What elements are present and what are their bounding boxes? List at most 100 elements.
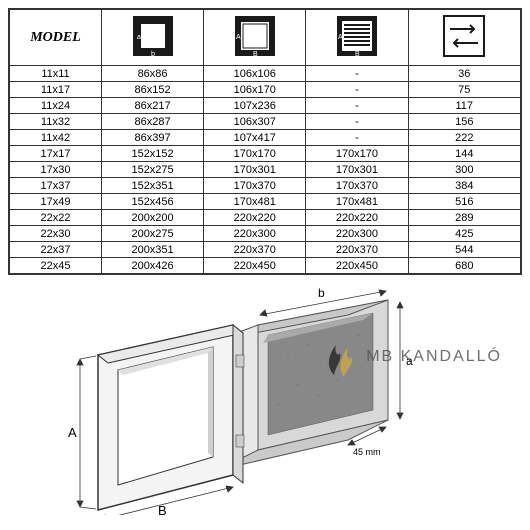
flame-icon <box>322 335 358 379</box>
header-row: MODEL a b A <box>10 10 521 66</box>
table-row: 11x2486x217107x236-117 <box>10 98 521 114</box>
table-cell: 200x426 <box>101 258 203 274</box>
watermark-text: MB KANDALLÓ <box>366 348 502 366</box>
table-cell: 425 <box>408 226 520 242</box>
table-cell: 22x37 <box>10 242 102 258</box>
table-cell: 384 <box>408 178 520 194</box>
table-cell: - <box>306 114 408 130</box>
outer-square-icon: A B <box>233 14 277 58</box>
label-B2: B <box>355 51 360 58</box>
table-cell: - <box>306 130 408 146</box>
table-cell: 220x220 <box>306 210 408 226</box>
table-cell: 17x17 <box>10 146 102 162</box>
table-cell: - <box>306 66 408 82</box>
table-cell: 117 <box>408 98 520 114</box>
table-row: 11x3286x287106x307-156 <box>10 114 521 130</box>
table-cell: 86x152 <box>101 82 203 98</box>
table-cell: 75 <box>408 82 520 98</box>
table-cell: 152x152 <box>101 146 203 162</box>
table-cell: 220x450 <box>204 258 306 274</box>
table-row: 22x30200x275220x300220x300425 <box>10 226 521 242</box>
table-row: 17x30152x275170x301170x301300 <box>10 162 521 178</box>
dim-label-b: b <box>318 286 325 300</box>
table-cell: 170x481 <box>204 194 306 210</box>
grille-frame <box>98 325 244 510</box>
label-A2: A <box>338 34 343 41</box>
table-cell: 11x42 <box>10 130 102 146</box>
table-cell: 220x300 <box>204 226 306 242</box>
table-cell: 107x417 <box>204 130 306 146</box>
spec-table: MODEL a b A <box>9 9 521 274</box>
table-cell: 220x370 <box>306 242 408 258</box>
table-cell: 170x170 <box>306 146 408 162</box>
table-cell: 17x37 <box>10 178 102 194</box>
outer-dim-icon-header: A B <box>204 10 306 66</box>
depth-label: 45 mm <box>353 447 381 457</box>
table-cell: 200x351 <box>101 242 203 258</box>
table-cell: 11x32 <box>10 114 102 130</box>
table-cell: 170x481 <box>306 194 408 210</box>
table-cell: 200x275 <box>101 226 203 242</box>
table-cell: 220x450 <box>306 258 408 274</box>
table-cell: 200x200 <box>101 210 203 226</box>
table-cell: 17x30 <box>10 162 102 178</box>
diagram-area: A B b a 45 mm <box>8 285 522 525</box>
dim-A <box>77 356 96 509</box>
table-cell: 680 <box>408 258 520 274</box>
table-cell: - <box>306 98 408 114</box>
table-cell: 152x351 <box>101 178 203 194</box>
table-cell: 22x22 <box>10 210 102 226</box>
table-cell: 220x300 <box>306 226 408 242</box>
table-row: 22x22200x200220x220220x220289 <box>10 210 521 226</box>
table-cell: 86x287 <box>101 114 203 130</box>
table-cell: 106x106 <box>204 66 306 82</box>
inner-square-icon: a b <box>131 14 175 58</box>
table-cell: 86x217 <box>101 98 203 114</box>
table-cell: 220x220 <box>204 210 306 226</box>
table-cell: 36 <box>408 66 520 82</box>
table-row: 22x45200x426220x450220x450680 <box>10 258 521 274</box>
spec-table-container: MODEL a b A <box>8 8 522 275</box>
label-B: B <box>253 51 258 58</box>
table-cell: 170x301 <box>306 162 408 178</box>
table-cell: 106x170 <box>204 82 306 98</box>
table-cell: 152x456 <box>101 194 203 210</box>
table-cell: 11x17 <box>10 82 102 98</box>
table-cell: 170x370 <box>204 178 306 194</box>
table-cell: 86x86 <box>101 66 203 82</box>
table-row: 22x37200x351220x370220x370544 <box>10 242 521 258</box>
table-cell: 17x49 <box>10 194 102 210</box>
table-cell: 107x236 <box>204 98 306 114</box>
arrows-icon-header <box>408 10 520 66</box>
label-a: a <box>137 34 141 41</box>
table-cell: 170x370 <box>306 178 408 194</box>
table-cell: 86x397 <box>101 130 203 146</box>
table-cell: 106x307 <box>204 114 306 130</box>
table-cell: 516 <box>408 194 520 210</box>
dim-label-A: A <box>68 425 77 440</box>
louver-icon-header: A B <box>306 10 408 66</box>
table-cell: 22x45 <box>10 258 102 274</box>
table-cell: 22x30 <box>10 226 102 242</box>
table-cell: 300 <box>408 162 520 178</box>
table-cell: 156 <box>408 114 520 130</box>
model-header: MODEL <box>10 10 102 66</box>
watermark: MB KANDALLÓ <box>322 335 502 379</box>
dim-label-B: B <box>158 503 167 515</box>
table-cell: 289 <box>408 210 520 226</box>
table-body: 11x1186x86106x106-3611x1786x152106x170-7… <box>10 66 521 274</box>
table-cell: 544 <box>408 242 520 258</box>
inner-dim-icon-header: a b <box>101 10 203 66</box>
table-row: 17x17152x152170x170170x170144 <box>10 146 521 162</box>
product-diagram: A B b a 45 mm <box>8 285 508 515</box>
table-cell: 152x275 <box>101 162 203 178</box>
table-cell: 11x11 <box>10 66 102 82</box>
table-cell: 144 <box>408 146 520 162</box>
table-cell: 170x170 <box>204 146 306 162</box>
table-cell: 11x24 <box>10 98 102 114</box>
table-cell: 170x301 <box>204 162 306 178</box>
label-b: b <box>151 51 155 58</box>
table-row: 17x49152x456170x481170x481516 <box>10 194 521 210</box>
table-row: 11x1186x86106x106-36 <box>10 66 521 82</box>
table-row: 11x4286x397107x417-222 <box>10 130 521 146</box>
